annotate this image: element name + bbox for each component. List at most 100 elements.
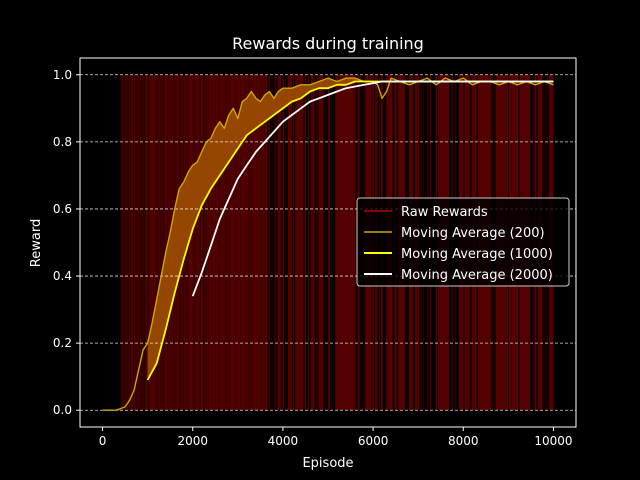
- ma-gap-fill: [147, 78, 374, 380]
- raw-reward-zero-mark: [251, 74, 252, 411]
- legend-box: [356, 197, 570, 287]
- raw-reward-zero-mark: [123, 74, 124, 411]
- y-tick-label: 0.6: [53, 202, 72, 216]
- raw-reward-zero-mark: [292, 74, 294, 411]
- raw-reward-zero-mark: [120, 74, 122, 411]
- raw-reward-zero-mark: [121, 74, 123, 411]
- raw-reward-zero-mark: [136, 74, 137, 411]
- raw-reward-zero-mark: [261, 74, 263, 411]
- raw-reward-zero-mark: [250, 74, 251, 411]
- raw-reward-zero-mark: [160, 74, 162, 411]
- x-tick-label: 10000: [534, 434, 572, 448]
- raw-reward-zero-mark: [314, 74, 317, 411]
- raw-reward-zero-mark: [156, 74, 157, 411]
- ma-200-line: [102, 77, 554, 411]
- raw-reward-zero-mark: [249, 74, 250, 411]
- raw-reward-zero-mark: [133, 74, 134, 411]
- raw-reward-zero-mark: [163, 74, 165, 411]
- raw-reward-zero-mark: [193, 74, 194, 411]
- x-tick-label: 6000: [358, 434, 389, 448]
- y-tick-label: 0.0: [53, 403, 72, 417]
- raw-reward-zero-mark: [248, 74, 250, 411]
- raw-reward-zero-mark: [259, 74, 261, 411]
- raw-reward-zero-mark: [147, 74, 148, 411]
- raw-reward-zero-mark: [326, 74, 328, 411]
- raw-reward-zero-mark: [158, 74, 159, 411]
- raw-reward-zero-mark: [141, 74, 142, 411]
- raw-reward-zero-mark: [135, 74, 136, 411]
- raw-reward-zero-mark: [256, 74, 258, 411]
- raw-reward-zero-mark: [276, 74, 278, 411]
- raw-reward-zero-mark: [122, 74, 123, 411]
- raw-reward-zero-mark: [264, 74, 265, 411]
- raw-reward-zero-mark: [137, 74, 139, 411]
- raw-reward-zero-mark: [148, 74, 149, 411]
- raw-reward-zero-mark: [123, 74, 125, 411]
- raw-reward-zero-mark: [204, 74, 206, 411]
- raw-reward-zero-mark: [136, 74, 138, 411]
- legend-label: Moving Average (2000): [401, 268, 553, 283]
- raw-reward-zero-mark: [142, 74, 143, 411]
- raw-reward-zero-mark: [317, 74, 319, 411]
- raw-reward-zero-mark: [144, 74, 145, 411]
- raw-reward-zero-mark: [206, 74, 207, 411]
- raw-reward-zero-mark: [309, 74, 312, 411]
- raw-reward-zero-mark: [218, 74, 220, 411]
- raw-reward-zero-mark: [157, 74, 158, 411]
- raw-reward-zero-mark: [164, 74, 165, 411]
- legend-item-ma-2000: Moving Average (2000): [364, 268, 553, 283]
- chart-title: Rewards during training: [232, 34, 424, 53]
- raw-reward-zero-mark: [143, 74, 145, 411]
- raw-reward-zero-mark: [130, 74, 131, 411]
- raw-reward-zero-mark: [143, 74, 144, 411]
- raw-reward-zero-mark: [156, 74, 157, 411]
- y-tick-label: 1.0: [53, 68, 72, 82]
- raw-reward-zero-mark: [139, 74, 140, 411]
- raw-reward-zero-mark: [140, 74, 141, 411]
- raw-reward-zero-mark: [130, 74, 132, 411]
- raw-reward-zero-mark: [203, 74, 205, 411]
- raw-reward-zero-mark: [195, 74, 196, 411]
- raw-reward-zero-mark: [219, 74, 220, 411]
- raw-reward-zero-mark: [128, 74, 130, 411]
- legend-item-raw-rewards: Raw Rewards: [364, 205, 488, 220]
- x-tick-label: 4000: [268, 434, 299, 448]
- legend-item-ma-200: Moving Average (200): [364, 226, 545, 241]
- raw-reward-zero-mark: [267, 74, 269, 411]
- raw-reward-zero-mark: [193, 74, 195, 411]
- raw-reward-zero-mark: [323, 74, 325, 411]
- raw-reward-zero-mark: [139, 74, 140, 411]
- raw-reward-zero-mark: [163, 74, 165, 411]
- raw-reward-zero-mark: [200, 74, 202, 411]
- raw-reward-zero-mark: [142, 74, 144, 411]
- raw-reward-zero-mark: [159, 74, 161, 411]
- legend: Raw Rewards Moving Average (200) Moving Av…: [356, 197, 570, 287]
- raw-reward-zero-mark: [147, 74, 149, 411]
- raw-reward-zero-mark: [229, 74, 230, 411]
- raw-reward-zero-mark: [153, 74, 154, 411]
- raw-reward-zero-mark: [225, 74, 227, 411]
- raw-reward-zero-mark: [122, 74, 124, 411]
- axes: 0 2000 4000 6000 8000 10000 0.0 0.2 0.4 0.6 0.8 1.0: [53, 57, 577, 448]
- raw-reward-zero-mark: [203, 74, 204, 411]
- raw-reward-zero-mark: [240, 74, 241, 411]
- raw-reward-zero-mark: [141, 74, 142, 411]
- raw-reward-zero-mark: [129, 74, 131, 411]
- raw-reward-zero-mark: [247, 74, 249, 411]
- legend-label: Moving Average (1000): [401, 247, 553, 262]
- y-axis-label: Reward: [29, 219, 44, 267]
- raw-reward-zero-mark: [204, 74, 206, 411]
- x-tick-label: 0: [99, 434, 107, 448]
- x-tick-label: 8000: [448, 434, 479, 448]
- raw-reward-zero-mark: [142, 74, 143, 411]
- raw-reward-zero-mark: [149, 74, 151, 411]
- legend-label: Moving Average (200): [401, 226, 545, 241]
- raw-reward-zero-mark: [140, 74, 142, 411]
- raw-reward-zero-mark: [221, 74, 223, 411]
- raw-reward-zero-mark: [226, 74, 227, 411]
- raw-reward-zero-mark: [200, 74, 201, 411]
- raw-reward-zero-mark: [331, 74, 333, 411]
- raw-reward-zero-mark: [138, 74, 140, 411]
- raw-reward-zero-mark: [147, 74, 149, 411]
